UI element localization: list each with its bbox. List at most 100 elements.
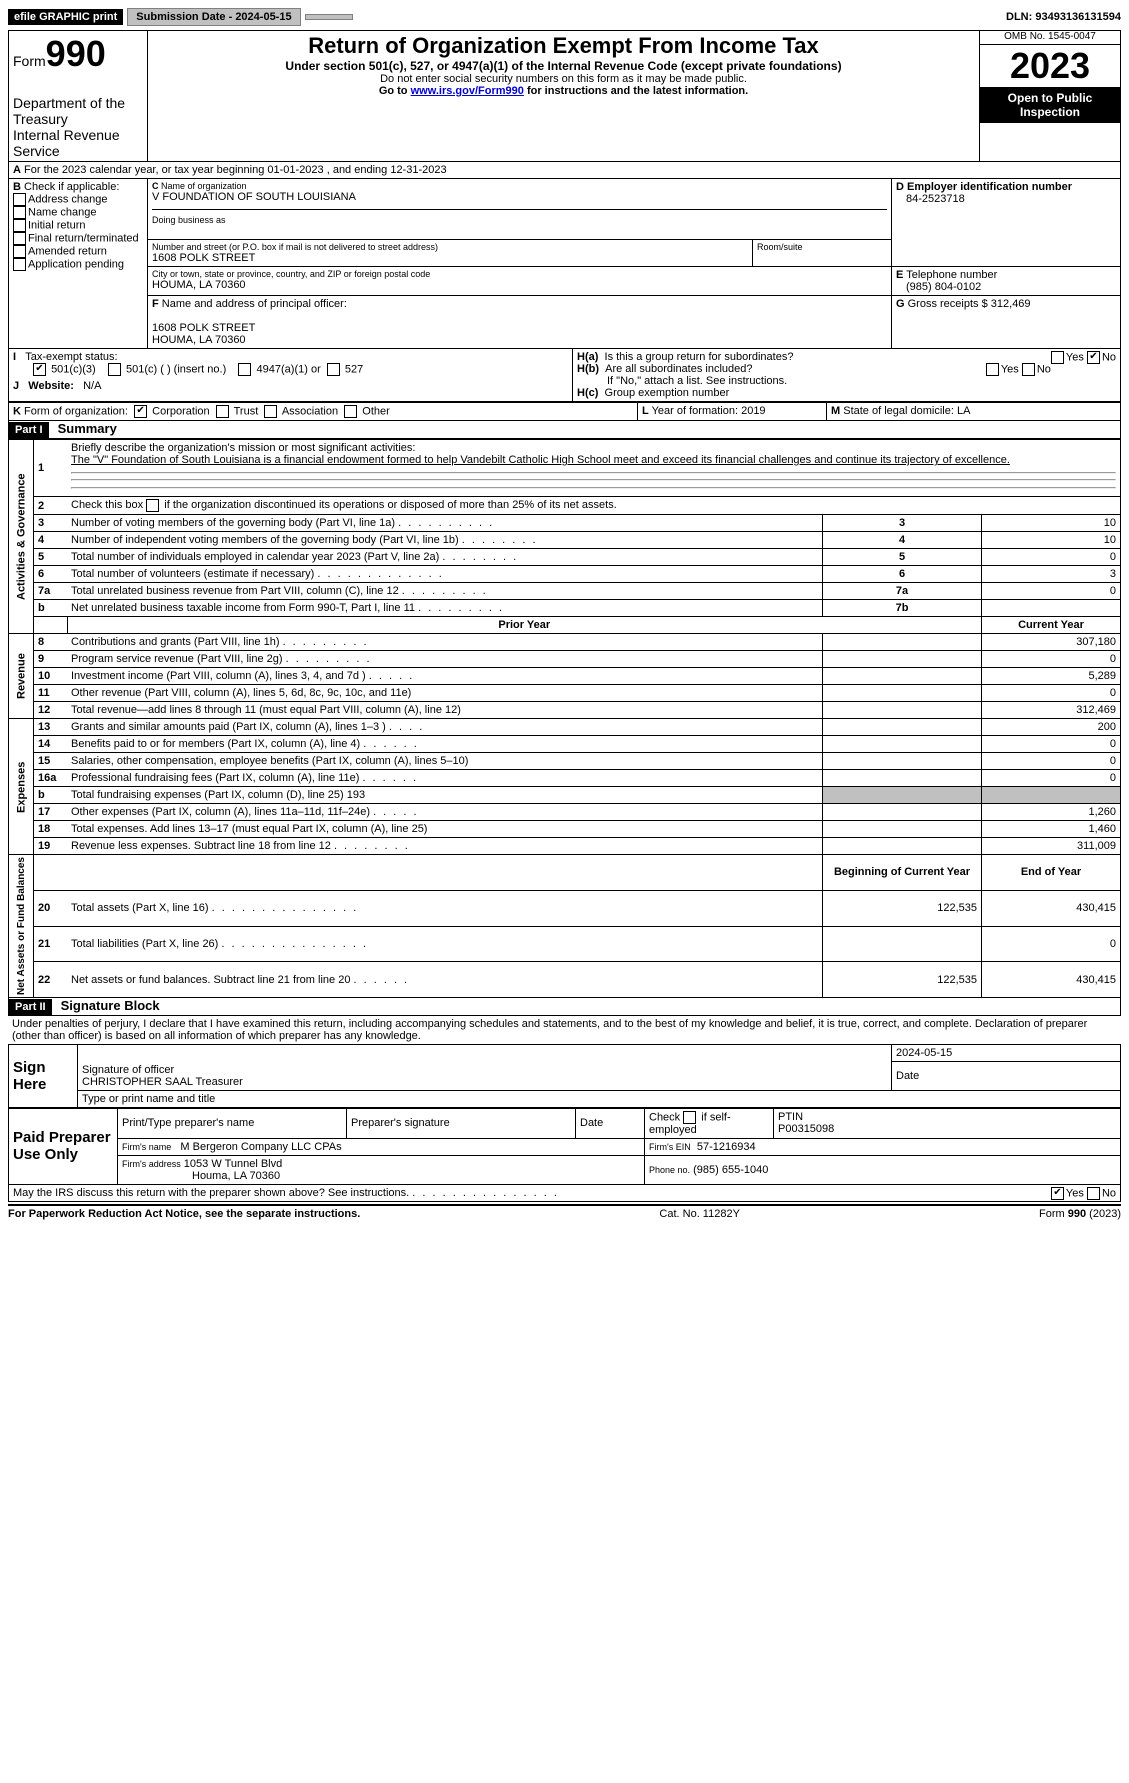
amended-return-checkbox[interactable] bbox=[13, 245, 26, 258]
submission-date-button[interactable]: Submission Date - 2024-05-15 bbox=[127, 8, 300, 26]
officer-name: CHRISTOPHER SAAL Treasurer bbox=[82, 1076, 243, 1088]
hb-yes-checkbox[interactable] bbox=[986, 363, 999, 376]
g-label: Gross receipts $ bbox=[908, 298, 988, 310]
m-label: State of legal domicile: bbox=[843, 405, 954, 417]
irs-label: Internal Revenue Service bbox=[13, 127, 143, 159]
blank-button[interactable] bbox=[305, 14, 353, 20]
paid-label: Paid Preparer Use Only bbox=[9, 1108, 118, 1184]
r-row-prior bbox=[823, 702, 982, 719]
other-checkbox[interactable] bbox=[344, 405, 357, 418]
declaration-text: Under penalties of perjury, I declare th… bbox=[8, 1016, 1121, 1044]
n-row-end: 0 bbox=[982, 926, 1121, 962]
i-opt4: 527 bbox=[345, 363, 363, 375]
blank-text bbox=[67, 855, 823, 891]
i-opt1: 501(c)(3) bbox=[51, 363, 96, 375]
e-row-text: Salaries, other compensation, employee b… bbox=[67, 753, 823, 770]
firm-name: M Bergeron Company LLC CPAs bbox=[180, 1141, 341, 1153]
b-item-4: Amended return bbox=[28, 245, 107, 257]
klm-table: K Form of organization: Corporation Trus… bbox=[8, 402, 1121, 421]
ha-no-checkbox[interactable] bbox=[1087, 351, 1100, 364]
n-row-begin: 122,535 bbox=[823, 962, 982, 998]
section-g: G Gross receipts $ 312,469 bbox=[892, 296, 1121, 349]
info-table: B Check if applicable: Address change Na… bbox=[8, 178, 1121, 349]
e-row-text: Professional fundraising fees (Part IX, … bbox=[67, 770, 823, 787]
form-subtitle: Under section 501(c), 527, or 4947(a)(1)… bbox=[152, 59, 975, 73]
city-label: City or town, state or province, country… bbox=[152, 269, 887, 279]
blank-num bbox=[34, 617, 68, 634]
n-row-text: Total liabilities (Part X, line 26) . . … bbox=[67, 926, 823, 962]
n-row-end: 430,415 bbox=[982, 962, 1121, 998]
ptin-label: PTIN bbox=[778, 1111, 803, 1123]
4947-checkbox[interactable] bbox=[238, 363, 251, 376]
corp-checkbox[interactable] bbox=[134, 405, 147, 418]
tax-year-range: For the 2023 calendar year, or tax year … bbox=[24, 164, 447, 176]
name-change-checkbox[interactable] bbox=[13, 206, 26, 219]
ha-yes-checkbox[interactable] bbox=[1051, 351, 1064, 364]
tax-year: 2023 bbox=[980, 45, 1120, 87]
e-row-curr: 1,460 bbox=[982, 821, 1121, 838]
omb-label: OMB No. 1545-0047 bbox=[980, 31, 1120, 45]
prep-date-label: Date bbox=[576, 1108, 645, 1138]
section-b: B Check if applicable: Address change Na… bbox=[9, 179, 148, 349]
i-opt2: 501(c) ( ) (insert no.) bbox=[126, 363, 226, 375]
c-name-label: Name of organization bbox=[161, 181, 247, 191]
r-row-text: Other revenue (Part VIII, column (A), li… bbox=[67, 685, 823, 702]
paperwork-notice: For Paperwork Reduction Act Notice, see … bbox=[8, 1208, 360, 1220]
ha-label: Is this a group return for subordinates? bbox=[605, 351, 794, 363]
form-no: Form 990 (2023) bbox=[1039, 1208, 1121, 1220]
j-label: Website: bbox=[28, 380, 74, 392]
q2-checkbox[interactable] bbox=[146, 499, 159, 512]
e-row-num: b bbox=[34, 787, 68, 804]
line2-cell: Check this box if the organization disco… bbox=[67, 497, 1121, 515]
hb-note: If "No," attach a list. See instructions… bbox=[577, 375, 1116, 387]
self-emp-cell: Check if self-employed bbox=[645, 1108, 774, 1138]
e-row-curr: 0 bbox=[982, 753, 1121, 770]
side-governance: Activities & Governance bbox=[9, 440, 34, 634]
dba-label: Doing business as bbox=[152, 215, 887, 225]
section-k: K Form of organization: Corporation Trus… bbox=[9, 403, 638, 421]
final-return-checkbox[interactable] bbox=[13, 232, 26, 245]
e-row-curr: 200 bbox=[982, 719, 1121, 736]
part1-badge: Part I bbox=[9, 422, 49, 438]
g-row-num: b bbox=[34, 600, 68, 617]
501c-checkbox[interactable] bbox=[108, 363, 121, 376]
initial-return-checkbox[interactable] bbox=[13, 219, 26, 232]
self-employed-checkbox[interactable] bbox=[683, 1111, 696, 1124]
irs-link[interactable]: www.irs.gov/Form990 bbox=[411, 85, 524, 97]
e-row-prior bbox=[823, 719, 982, 736]
k-opt3: Other bbox=[362, 405, 390, 417]
firm-phone: (985) 655-1040 bbox=[693, 1164, 768, 1176]
g-row-text: Total number of individuals employed in … bbox=[67, 549, 823, 566]
527-checkbox[interactable] bbox=[327, 363, 340, 376]
side-expenses: Expenses bbox=[9, 719, 34, 855]
officer-addr2: HOUMA, LA 70360 bbox=[152, 334, 887, 346]
efile-label: efile GRAPHIC print bbox=[8, 9, 123, 25]
date-label: Date bbox=[892, 1062, 1121, 1091]
e-row-num: 15 bbox=[34, 753, 68, 770]
side-revenue: Revenue bbox=[9, 634, 34, 719]
b-item-0: Address change bbox=[28, 193, 108, 205]
g-row-box: 7b bbox=[823, 600, 982, 617]
discuss-yes-checkbox[interactable] bbox=[1051, 1187, 1064, 1200]
part1-title: Summary bbox=[52, 421, 117, 436]
hb-no-checkbox[interactable] bbox=[1022, 363, 1035, 376]
application-pending-checkbox[interactable] bbox=[13, 258, 26, 271]
year-cell: OMB No. 1545-0047 2023 Open to Public In… bbox=[980, 31, 1121, 162]
sig-date-cell: 2024-05-15 bbox=[892, 1045, 1121, 1062]
section-i: I Tax-exempt status: 501(c)(3) 501(c) ( … bbox=[9, 349, 573, 402]
e-row-prior bbox=[823, 821, 982, 838]
q2-text: Check this box if the organization disco… bbox=[71, 499, 617, 511]
trust-checkbox[interactable] bbox=[216, 405, 229, 418]
assoc-checkbox[interactable] bbox=[264, 405, 277, 418]
e-row-num: 17 bbox=[34, 804, 68, 821]
b-item-1: Name change bbox=[28, 206, 97, 218]
discuss-no-checkbox[interactable] bbox=[1087, 1187, 1100, 1200]
n-row-num: 20 bbox=[34, 890, 68, 926]
address-change-checkbox[interactable] bbox=[13, 193, 26, 206]
r-row-num: 8 bbox=[34, 634, 68, 651]
website-value: N/A bbox=[83, 380, 101, 392]
section-d: D Employer identification number 84-2523… bbox=[892, 179, 1121, 267]
501c3-checkbox[interactable] bbox=[33, 363, 46, 376]
g-row-val: 10 bbox=[982, 532, 1121, 549]
col-end: End of Year bbox=[982, 855, 1121, 891]
